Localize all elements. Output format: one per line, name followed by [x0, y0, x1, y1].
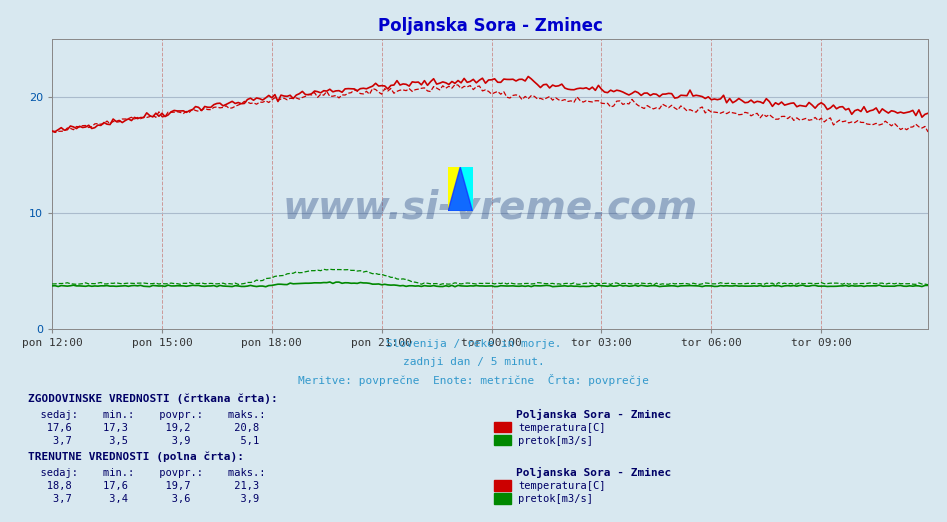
Text: ZGODOVINSKE VREDNOSTI (črtkana črta):: ZGODOVINSKE VREDNOSTI (črtkana črta):	[28, 394, 278, 404]
Text: temperatura[C]: temperatura[C]	[518, 481, 605, 491]
Text: pretok[m3/s]: pretok[m3/s]	[518, 494, 593, 504]
Text: Poljanska Sora - Zminec: Poljanska Sora - Zminec	[516, 467, 671, 478]
Text: 17,6     17,3      19,2       20,8: 17,6 17,3 19,2 20,8	[28, 423, 259, 433]
Text: Slovenija / reke in morje.: Slovenija / reke in morje.	[385, 339, 562, 349]
Text: 3,7      3,5       3,9        5,1: 3,7 3,5 3,9 5,1	[28, 436, 259, 446]
Text: 3,7      3,4       3,6        3,9: 3,7 3,4 3,6 3,9	[28, 494, 259, 504]
Bar	[494, 422, 511, 432]
Bar	[494, 435, 511, 445]
Text: sedaj:    min.:    povpr.:    maks.:: sedaj: min.: povpr.: maks.:	[28, 410, 266, 420]
Text: zadnji dan / 5 minut.: zadnji dan / 5 minut.	[402, 358, 545, 367]
Polygon shape	[448, 167, 473, 211]
Text: 18,8     17,6      19,7       21,3: 18,8 17,6 19,7 21,3	[28, 481, 259, 491]
Bar	[494, 493, 511, 504]
Polygon shape	[448, 167, 460, 211]
Bar	[494, 480, 511, 491]
Text: Poljanska Sora - Zminec: Poljanska Sora - Zminec	[516, 409, 671, 420]
Polygon shape	[448, 167, 473, 211]
Text: sedaj:    min.:    povpr.:    maks.:: sedaj: min.: povpr.: maks.:	[28, 468, 266, 478]
Title: Poljanska Sora - Zminec: Poljanska Sora - Zminec	[378, 17, 602, 35]
Text: TRENUTNE VREDNOSTI (polna črta):: TRENUTNE VREDNOSTI (polna črta):	[28, 452, 244, 462]
Text: www.si-vreme.com: www.si-vreme.com	[282, 188, 698, 226]
Text: pretok[m3/s]: pretok[m3/s]	[518, 436, 593, 446]
Text: temperatura[C]: temperatura[C]	[518, 423, 605, 433]
Text: Meritve: povprečne  Enote: metrične  Črta: povprečje: Meritve: povprečne Enote: metrične Črta:…	[298, 374, 649, 386]
